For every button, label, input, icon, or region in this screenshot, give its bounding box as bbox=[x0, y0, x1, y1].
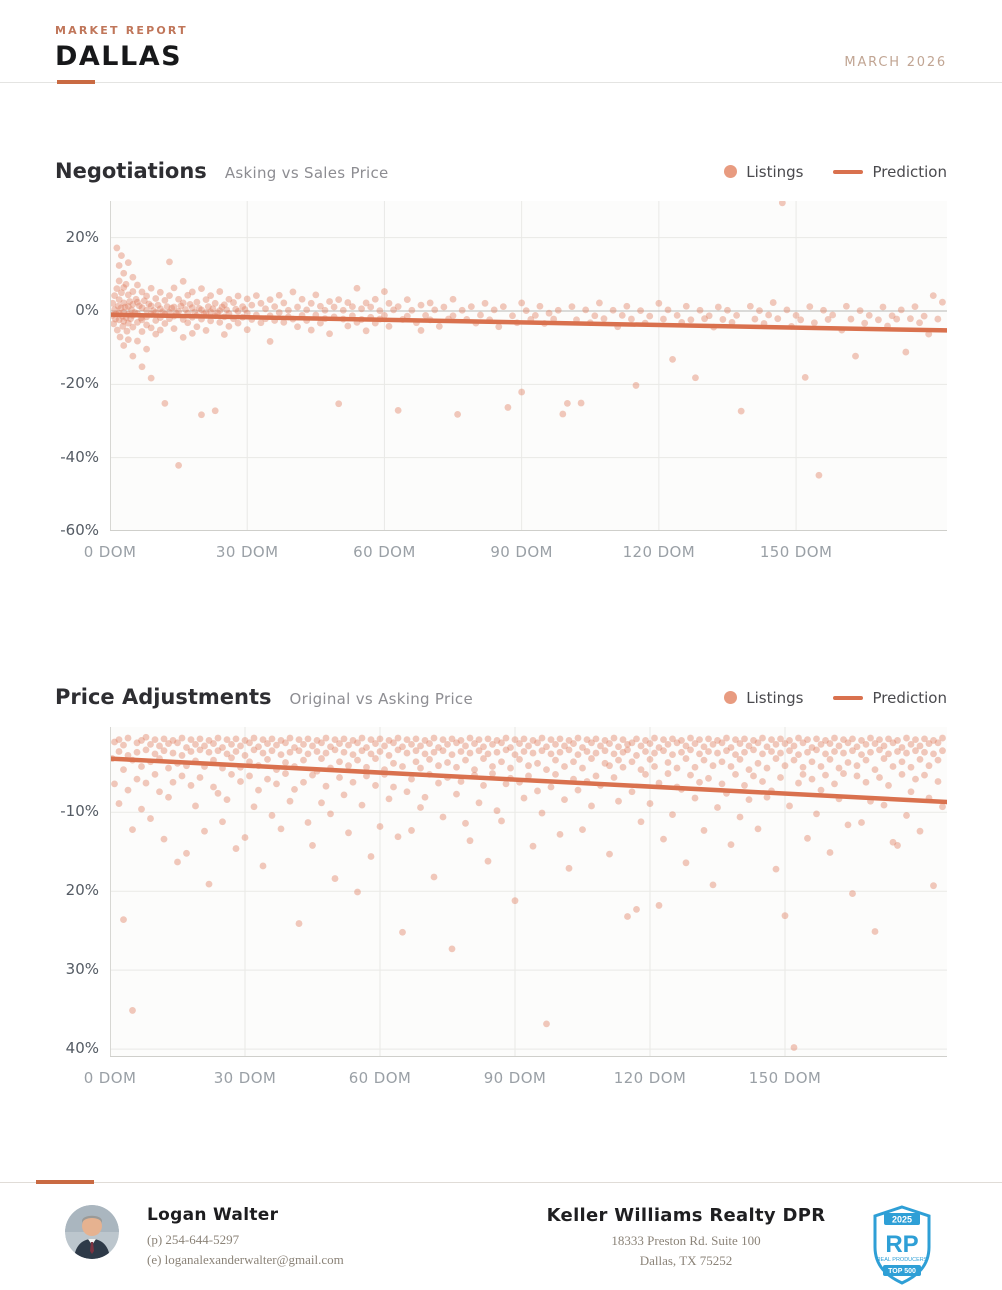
y-tick-label: 0% bbox=[75, 301, 99, 319]
listings-dot-icon bbox=[724, 691, 738, 704]
company-block: Keller Williams Realty DPR 18333 Preston… bbox=[475, 1205, 857, 1271]
company-name: Keller Williams Realty DPR bbox=[546, 1205, 826, 1226]
agent-portrait-image bbox=[65, 1205, 119, 1259]
agent-block: Logan Walter (p) 254-644-5297 (e) logana… bbox=[65, 1205, 475, 1270]
x-tick-label: 90 DOM bbox=[483, 1069, 547, 1087]
x-axis-labels: 0 DOM 30 DOM 60 DOM 90 DOM 120 DOM 150 DOM bbox=[55, 1069, 947, 1091]
company-address-line1: 18333 Preston Rd. Suite 100 bbox=[611, 1233, 761, 1248]
y-axis-labels: -10% 20% 30% 40% bbox=[55, 727, 105, 1057]
y-tick-label: -10% bbox=[60, 802, 99, 821]
x-tick-label: 0 DOM bbox=[83, 1069, 137, 1087]
x-tick-label: 60 DOM bbox=[353, 543, 416, 561]
negotiations-section: Negotiations Asking vs Sales Price Listi… bbox=[55, 159, 950, 573]
legend-label-listings: Listings bbox=[746, 688, 804, 707]
chart-subtitle-negotiations: Asking vs Sales Price bbox=[224, 164, 389, 182]
y-tick-label: -60% bbox=[60, 521, 99, 539]
y-tick-label: 20% bbox=[65, 227, 99, 246]
y-tick-label: 40% bbox=[65, 1039, 99, 1058]
listings-dot-icon bbox=[724, 165, 738, 178]
agent-name: Logan Walter bbox=[147, 1205, 279, 1225]
chart-subtitle-price-adjustments: Original vs Asking Price bbox=[289, 690, 473, 708]
negotiations-scatter-plot: 20% 0% -20% -40% -60% 0 DOM 30 DOM 60 DOM 90 DO… bbox=[55, 199, 950, 573]
legend-item-prediction: Prediction bbox=[833, 689, 947, 707]
plot-area bbox=[107, 727, 950, 1057]
x-tick-label: 0 DOM bbox=[83, 543, 137, 561]
report-eyebrow: MARKET REPORT bbox=[55, 24, 188, 37]
svg-text:REAL PRODUCERS: REAL PRODUCERS bbox=[877, 1257, 928, 1263]
price-adjustments-section: Price Adjustments Original vs Asking Pri… bbox=[55, 685, 950, 1099]
y-tick-label: -40% bbox=[60, 447, 99, 466]
legend-label-listings: Listings bbox=[746, 162, 804, 181]
y-tick-label: 20% bbox=[65, 881, 99, 900]
x-tick-label: 30 DOM bbox=[215, 543, 279, 561]
chart-title-price-adjustments: Price Adjustments bbox=[55, 685, 272, 709]
legend: Listings Prediction bbox=[724, 689, 947, 707]
report-date: MARCH 2026 bbox=[844, 55, 947, 70]
y-tick-label: -20% bbox=[60, 374, 99, 393]
x-tick-label: 30 DOM bbox=[213, 1069, 277, 1087]
legend-item-listings: Listings bbox=[724, 689, 803, 707]
agent-avatar bbox=[65, 1205, 119, 1259]
svg-text:2025: 2025 bbox=[892, 1215, 912, 1225]
x-tick-label: 90 DOM bbox=[490, 543, 553, 561]
x-tick-label: 120 DOM bbox=[622, 543, 696, 561]
company-address-line2: Dallas, TX 75252 bbox=[639, 1253, 733, 1269]
y-axis-labels: 20% 0% -20% -40% -60% bbox=[55, 201, 105, 539]
footer-accent-bar bbox=[36, 1180, 94, 1184]
title-accent-bar bbox=[57, 80, 95, 84]
agent-email: (e) loganalexanderwalter@gmail.com bbox=[147, 1252, 344, 1268]
x-tick-label: 60 DOM bbox=[348, 1069, 412, 1087]
plot-area bbox=[107, 199, 950, 532]
prediction-line-icon bbox=[833, 169, 864, 174]
agent-phone: (p) 254-644-5297 bbox=[147, 1232, 240, 1247]
x-tick-label: 120 DOM bbox=[613, 1069, 687, 1087]
real-producers-top500-badge-icon: 2025 RP REAL PRODUCERS TOP 500 bbox=[873, 1205, 931, 1285]
legend-item-listings: Listings bbox=[724, 163, 803, 181]
y-tick-label: 30% bbox=[65, 960, 99, 979]
price-adjustments-scatter-plot: -10% 20% 30% 40% 0 DOM 30 DOM 60 DOM 90 DOM 120… bbox=[55, 727, 950, 1099]
legend-label-prediction: Prediction bbox=[872, 162, 947, 181]
x-axis-labels: 0 DOM 30 DOM 60 DOM 90 DOM 120 DOM 150 DOM bbox=[55, 543, 947, 565]
report-footer: Logan Walter (p) 254-644-5297 (e) logana… bbox=[0, 1180, 1002, 1285]
svg-text:RP: RP bbox=[885, 1231, 918, 1258]
legend-item-prediction: Prediction bbox=[833, 163, 947, 181]
x-tick-label: 150 DOM bbox=[759, 543, 833, 561]
legend-label-prediction: Prediction bbox=[872, 688, 947, 707]
prediction-line-icon bbox=[833, 695, 864, 700]
page-title: DALLAS bbox=[55, 41, 183, 72]
report-header: MARKET REPORT DALLAS MARCH 2026 bbox=[0, 0, 1002, 84]
chart-title-negotiations: Negotiations bbox=[55, 159, 207, 183]
legend: Listings Prediction bbox=[724, 163, 947, 181]
svg-text:TOP 500: TOP 500 bbox=[888, 1268, 916, 1275]
x-tick-label: 150 DOM bbox=[748, 1069, 822, 1087]
award-badge: 2025 RP REAL PRODUCERS TOP 500 bbox=[857, 1205, 947, 1285]
